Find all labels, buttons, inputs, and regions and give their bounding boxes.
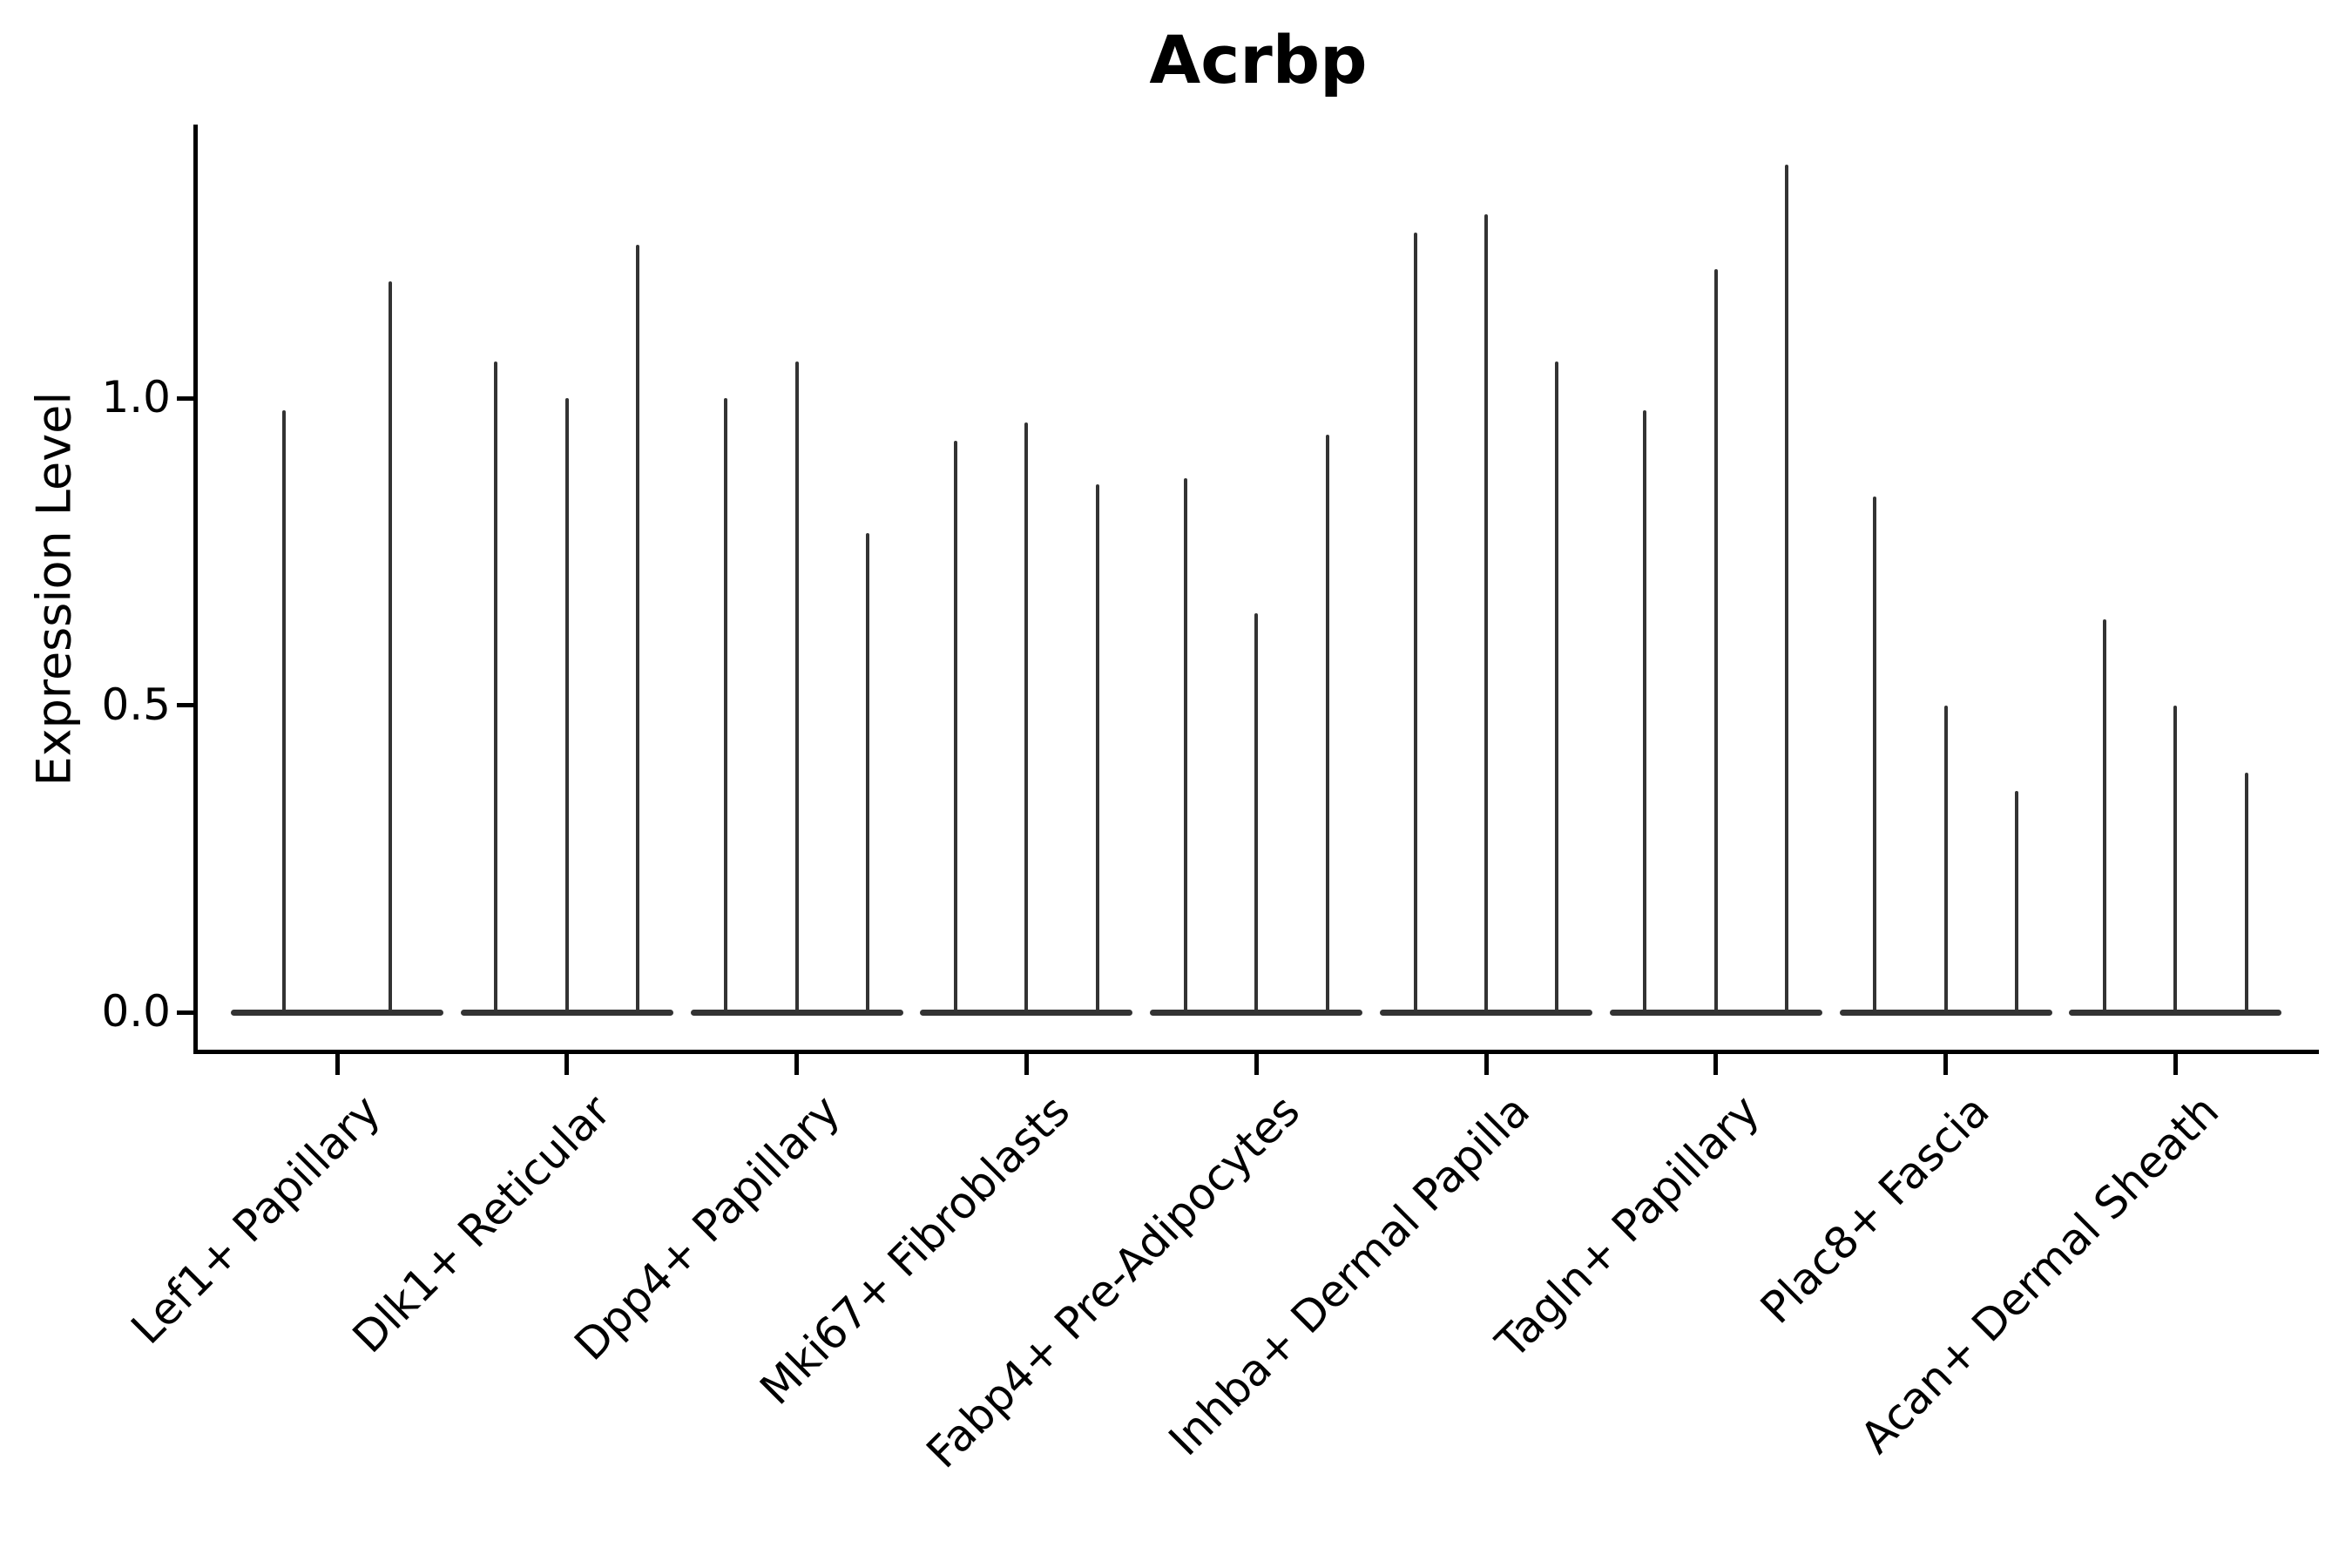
violin-spike [1643, 410, 1647, 1015]
x-tick-mark [335, 1054, 340, 1075]
y-tick-label: 0.0 [101, 985, 171, 1037]
violin-spike [865, 533, 869, 1015]
violin-spike [1183, 477, 1187, 1015]
violin-spike [2103, 618, 2107, 1015]
x-tick-mark [1254, 1054, 1259, 1075]
y-tick-mark [177, 395, 193, 401]
violin-spike [282, 410, 286, 1015]
x-tick-label: Plac8+ Fascia [1750, 1085, 1999, 1334]
y-tick-label: 1.0 [101, 371, 171, 422]
violin-spike [1413, 232, 1417, 1015]
y-axis-label: Expression Level [26, 391, 82, 787]
violin-body [231, 1009, 443, 1016]
violin-spike [494, 361, 498, 1015]
x-tick-mark [564, 1054, 570, 1075]
y-axis-spine [193, 125, 198, 1054]
violin-spike [1254, 612, 1259, 1015]
violin-spike [724, 398, 728, 1015]
violin-spike [1555, 361, 1559, 1015]
violin-spike [1325, 435, 1329, 1015]
violin-spike [636, 244, 640, 1015]
x-tick-label: Lef1+ Papillary [121, 1085, 391, 1355]
violin-spike [2173, 705, 2178, 1015]
x-tick-mark [2173, 1054, 2178, 1075]
violin-spike [1785, 165, 1789, 1015]
chart-title: Acrbp [1149, 21, 1368, 98]
violin-spike [794, 361, 799, 1015]
x-tick-label: Fabp4+ Pre-Adipocytes [916, 1085, 1310, 1478]
violin-spike [1484, 213, 1488, 1015]
violin-spike [1873, 496, 1877, 1015]
x-tick-mark [794, 1054, 800, 1075]
violin-spike [1943, 705, 1948, 1015]
y-tick-label: 0.5 [101, 679, 171, 730]
violin-spike [564, 398, 569, 1015]
x-axis-spine [193, 1050, 2319, 1054]
x-tick-mark [1024, 1054, 1029, 1075]
x-tick-mark [1484, 1054, 1489, 1075]
violin-spike [954, 441, 958, 1015]
violin-spike [1024, 422, 1029, 1015]
x-tick-mark [1713, 1054, 1719, 1075]
violin-spike [2244, 773, 2248, 1015]
violin-spike [389, 281, 392, 1015]
violin-spike [2014, 791, 2018, 1015]
x-tick-mark [1943, 1054, 1949, 1075]
y-tick-mark [177, 1010, 193, 1015]
violin-spike [1095, 483, 1099, 1015]
violin-spike [1713, 268, 1718, 1015]
y-tick-mark [177, 703, 193, 707]
